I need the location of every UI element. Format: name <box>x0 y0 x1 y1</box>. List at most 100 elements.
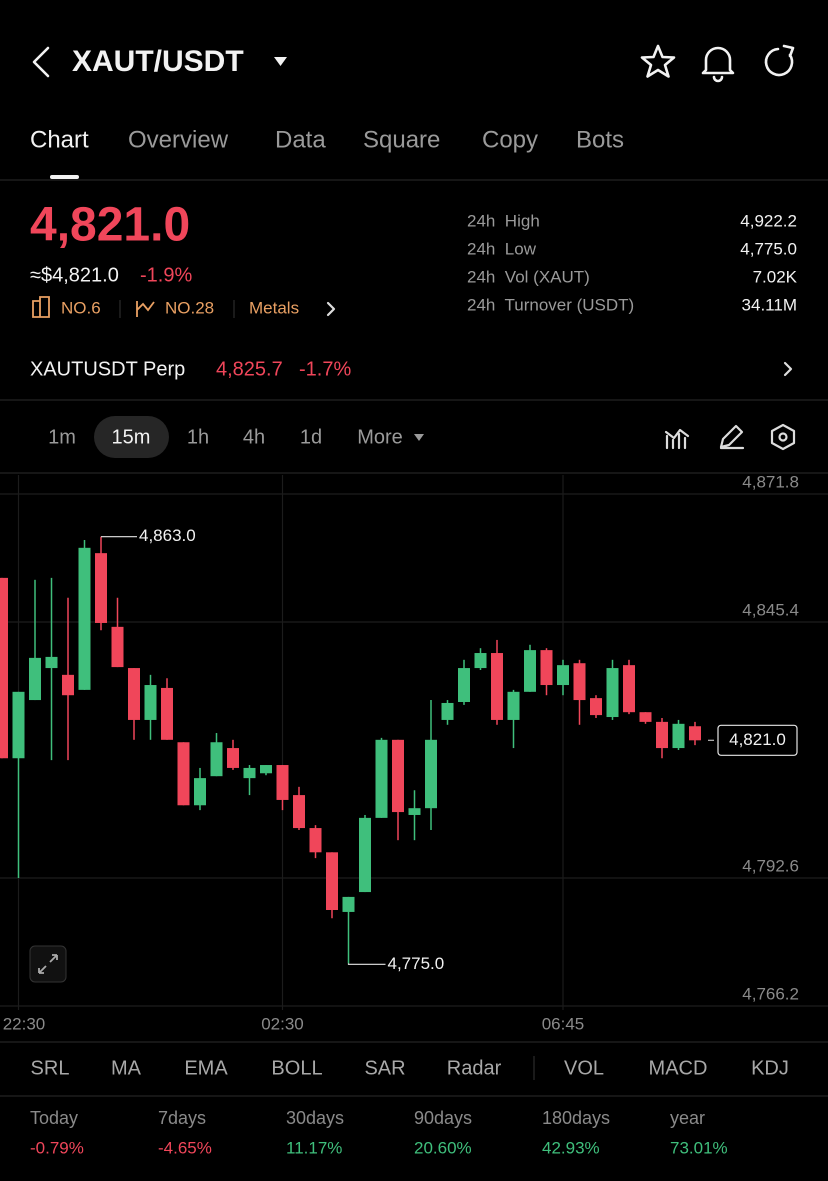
candle-body <box>227 748 239 768</box>
candle-body <box>507 691 520 720</box>
indicator[interactable]: SAR <box>364 1057 405 1079</box>
trend-icon <box>136 301 155 317</box>
pair-title[interactable]: XAUT/USDT <box>72 45 244 78</box>
y-tick-label: 4,871.8 <box>742 472 799 491</box>
period-change: 20.60% <box>414 1138 472 1157</box>
tab[interactable]: Bots <box>576 126 624 153</box>
candle-body <box>474 653 487 669</box>
period-change: 11.17% <box>286 1138 342 1157</box>
candle-body <box>128 668 140 720</box>
indicator[interactable]: Radar <box>447 1057 502 1079</box>
indicator[interactable]: MACD <box>649 1057 708 1079</box>
tab[interactable]: Overview <box>128 126 229 153</box>
candle-body <box>375 739 388 818</box>
candle-body <box>557 665 569 686</box>
low-marker-line <box>347 963 386 965</box>
timeframe[interactable]: 4h <box>243 426 265 448</box>
period-change: 73.01% <box>670 1138 728 1157</box>
timeframe[interactable]: More <box>357 426 403 448</box>
price-change: -1.9% <box>140 264 192 286</box>
settings-button[interactable] <box>770 423 796 451</box>
fullscreen-button[interactable] <box>29 945 67 983</box>
perp-price[interactable]: 4,825.7 <box>216 358 283 380</box>
candle-body <box>62 674 74 696</box>
candle-body <box>342 896 355 912</box>
period-change: 42.93% <box>542 1138 600 1157</box>
candle-body <box>194 778 206 806</box>
candle-body <box>260 765 272 774</box>
favorite-button[interactable] <box>640 44 676 78</box>
timeframe[interactable]: 1d <box>300 426 322 448</box>
timeframe[interactable]: 1h <box>187 426 209 448</box>
timeframe-bar: 1m 15m 1h 4h 1d More <box>48 426 403 448</box>
y-tick-label: 4,845.4 <box>742 600 799 619</box>
candle-body <box>210 742 223 777</box>
period-label: year <box>670 1108 705 1128</box>
period-label: 90days <box>414 1108 472 1128</box>
back-button[interactable] <box>32 46 50 78</box>
indicator[interactable]: SRL <box>31 1057 70 1079</box>
perp-change[interactable]: -1.7% <box>299 358 351 380</box>
x-tick-label: 02:30 <box>261 1014 304 1033</box>
candle-body <box>491 653 503 720</box>
rank-badge[interactable]: NO.6 <box>61 298 101 317</box>
candle-body <box>111 626 124 668</box>
candle-body <box>672 723 685 749</box>
tab[interactable]: Data <box>275 126 326 153</box>
performance-row: Today -0.79% 7days -4.65% 30days 11.17% 90days… <box>30 1108 728 1158</box>
tab[interactable]: Chart <box>30 126 89 153</box>
refresh-button[interactable] <box>764 44 795 77</box>
draw-button[interactable] <box>719 424 745 450</box>
candle-body <box>12 691 25 759</box>
period-label: Today <box>30 1108 78 1128</box>
candle-body <box>573 663 586 701</box>
candlestick-chart: 4,871.8 4,845.4 4,792.6 4,766.2 22:30 02:30 06… <box>0 472 828 1033</box>
more-dropdown[interactable] <box>414 434 424 441</box>
stat-value: 34.11M <box>742 295 797 314</box>
timeframe[interactable]: 1m <box>48 426 76 448</box>
trend-badge[interactable]: NO.28 <box>165 298 214 317</box>
x-tick-label: 22:30 <box>3 1014 46 1033</box>
active-tab-indicator <box>50 175 79 179</box>
y-tick-label: 4,766.2 <box>742 984 799 1003</box>
sector-badge[interactable]: Metals <box>249 298 299 317</box>
candle-body <box>177 742 190 806</box>
x-tick-label: 06:45 <box>542 1014 585 1033</box>
indicator-button[interactable] <box>664 428 690 450</box>
timeframe[interactable]: 15m <box>112 426 151 448</box>
candle-body <box>392 739 404 813</box>
candle-body <box>243 767 256 779</box>
low-marker-label: 4,775.0 <box>388 954 445 973</box>
stat-value: 4,922.2 <box>740 211 797 230</box>
indicator[interactable]: VOL <box>564 1057 604 1079</box>
tab[interactable]: Copy <box>482 126 538 153</box>
approx-price: ≈$4,821.0 <box>30 264 119 286</box>
indicator[interactable]: BOLL <box>271 1057 322 1079</box>
stat-label: 24h Vol (XAUT) <box>467 267 590 286</box>
pair-dropdown[interactable] <box>274 57 287 66</box>
candle-body <box>95 553 107 623</box>
candle-body <box>540 650 553 686</box>
rank-icon <box>32 296 50 318</box>
indicator[interactable]: KDJ <box>751 1057 789 1079</box>
period-change: -0.79% <box>30 1138 84 1157</box>
candle-body <box>144 685 157 720</box>
candle-body <box>45 656 58 669</box>
high-marker-label: 4,863.0 <box>139 526 196 545</box>
fullscreen-icon <box>38 954 58 974</box>
perp-chevron[interactable] <box>783 361 793 377</box>
sector-chevron[interactable] <box>326 301 336 317</box>
period-label: 30days <box>286 1108 344 1128</box>
candle-body <box>408 808 421 815</box>
last-price: 4,821.0 <box>30 199 190 252</box>
tab[interactable]: Square <box>363 126 440 153</box>
alert-button[interactable] <box>701 46 735 83</box>
indicator[interactable]: MA <box>111 1057 142 1079</box>
perp-name[interactable]: XAUTUSDT Perp <box>30 358 185 380</box>
candle-body <box>623 665 635 713</box>
candle-body <box>326 852 338 910</box>
stat-value: 4,775.0 <box>740 239 797 258</box>
candle-body <box>689 726 701 741</box>
indicator[interactable]: EMA <box>184 1057 228 1079</box>
